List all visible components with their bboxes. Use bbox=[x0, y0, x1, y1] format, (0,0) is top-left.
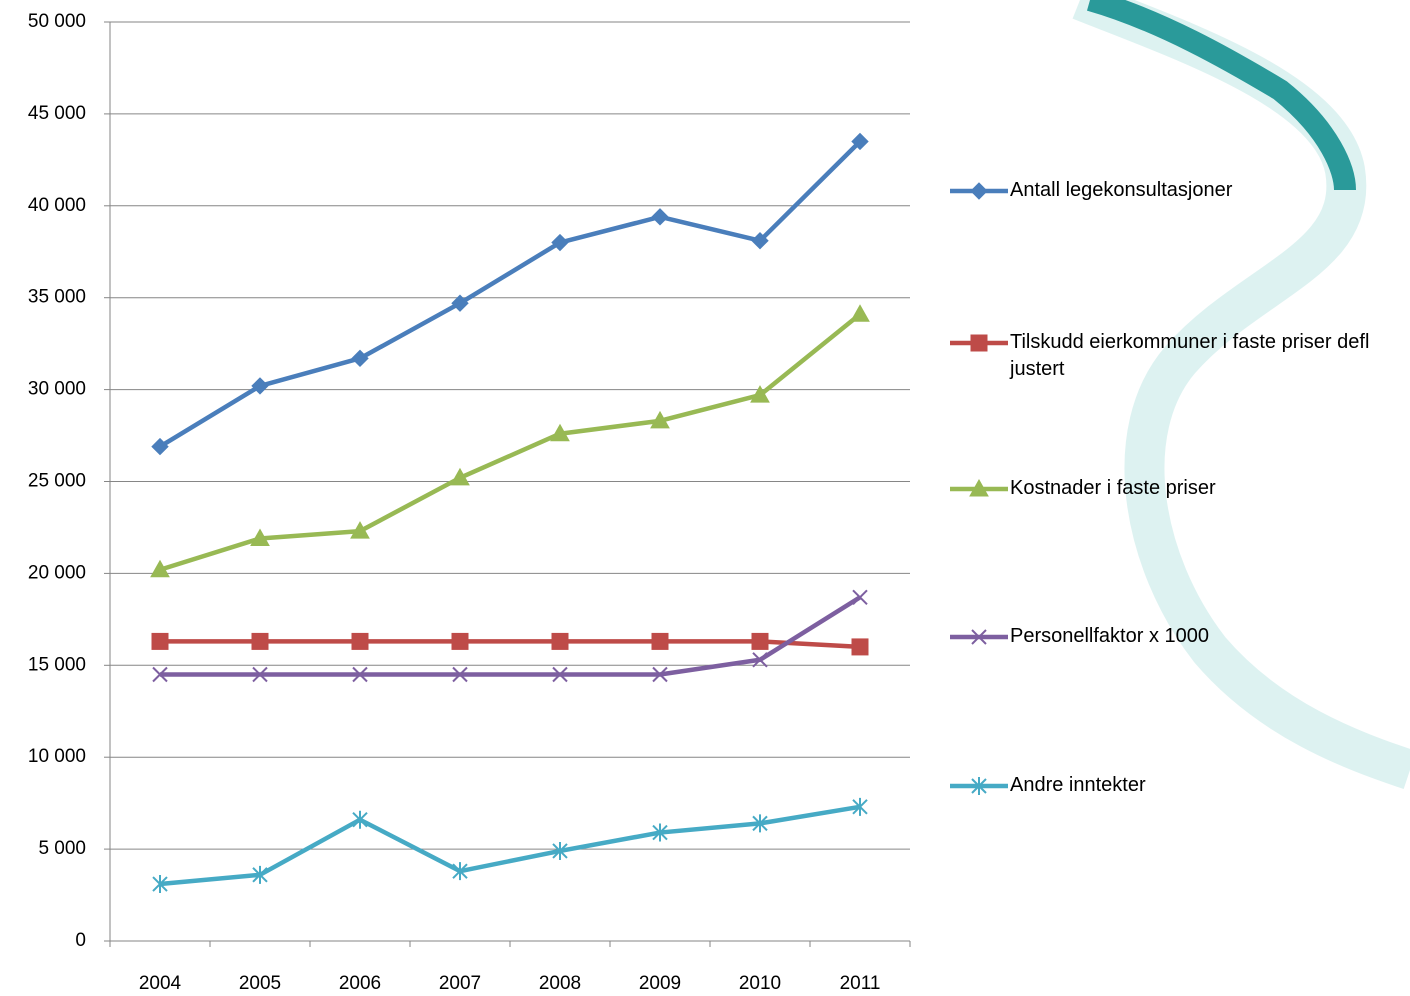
y-tick-label: 0 bbox=[75, 930, 86, 951]
legend-marker bbox=[970, 334, 988, 352]
data-point bbox=[351, 349, 369, 368]
data-point bbox=[451, 294, 469, 312]
data-point bbox=[251, 377, 269, 395]
legend-label: Tilskudd eierkommuner i faste priser def… bbox=[1010, 331, 1370, 380]
data-point bbox=[851, 132, 869, 151]
data-point bbox=[151, 632, 169, 650]
legend-label: Personellfaktor x 1000 bbox=[1010, 625, 1210, 647]
x-tick-label: 2007 bbox=[439, 973, 481, 994]
y-tick-label: 40 000 bbox=[28, 195, 86, 216]
data-point bbox=[151, 437, 169, 456]
data-point bbox=[650, 410, 670, 429]
data-point bbox=[551, 233, 569, 252]
data-point bbox=[752, 652, 768, 668]
x-tick-label: 2011 bbox=[840, 973, 881, 994]
y-tick-label: 15 000 bbox=[28, 654, 86, 675]
legend-label: Kostnader i faste priser bbox=[1010, 477, 1216, 499]
data-point bbox=[852, 589, 868, 606]
background-swirl bbox=[1086, 0, 1356, 191]
data-point bbox=[450, 467, 470, 486]
y-tick-label: 30 000 bbox=[28, 379, 86, 400]
y-tick-label: 50 000 bbox=[28, 11, 86, 32]
data-point bbox=[652, 666, 668, 683]
data-point bbox=[452, 666, 468, 683]
data-point bbox=[752, 814, 768, 833]
series-line bbox=[160, 639, 861, 650]
y-tick-label: 20 000 bbox=[28, 562, 86, 583]
series-line bbox=[160, 595, 862, 677]
legend-marker bbox=[970, 182, 988, 200]
data-point bbox=[552, 841, 568, 860]
x-tick-label: 2006 bbox=[339, 973, 381, 994]
data-point bbox=[452, 862, 468, 881]
y-tick-label: 35 000 bbox=[28, 287, 86, 308]
data-point bbox=[551, 632, 569, 650]
data-point bbox=[152, 666, 168, 683]
data-point bbox=[352, 666, 368, 683]
data-point bbox=[251, 632, 269, 650]
data-point bbox=[751, 232, 769, 250]
data-point bbox=[851, 638, 869, 656]
background-swirl bbox=[1072, 0, 1410, 789]
data-point bbox=[451, 632, 469, 650]
data-point bbox=[550, 423, 570, 442]
x-tick-label: 2004 bbox=[139, 973, 182, 994]
data-point bbox=[552, 666, 568, 683]
legend-label: Antall legekonsultasjoner bbox=[1010, 179, 1233, 201]
legend-marker bbox=[971, 777, 987, 795]
data-point bbox=[651, 632, 669, 650]
series-line bbox=[158, 139, 862, 449]
series-line bbox=[159, 804, 861, 887]
data-point bbox=[850, 304, 870, 322]
data-point bbox=[150, 559, 170, 578]
y-tick-label: 5 000 bbox=[38, 838, 86, 859]
legend-label: Andre inntekter bbox=[1010, 774, 1146, 796]
y-tick-label: 25 000 bbox=[28, 471, 86, 492]
data-point bbox=[751, 632, 769, 650]
x-tick-label: 2009 bbox=[639, 973, 681, 994]
x-tick-label: 2005 bbox=[239, 973, 281, 994]
data-point bbox=[651, 208, 669, 226]
x-tick-label: 2008 bbox=[539, 973, 581, 994]
x-tick-label: 2010 bbox=[739, 973, 781, 994]
legend-marker bbox=[969, 478, 989, 497]
y-tick-label: 10 000 bbox=[28, 746, 86, 767]
data-point bbox=[750, 385, 770, 403]
data-point bbox=[152, 875, 168, 894]
y-tick-label: 45 000 bbox=[28, 103, 86, 124]
data-point bbox=[252, 666, 268, 683]
data-point bbox=[852, 797, 868, 816]
data-point bbox=[250, 528, 270, 546]
data-point bbox=[352, 810, 368, 829]
data-point bbox=[252, 865, 268, 884]
data-point bbox=[652, 823, 668, 842]
series-line bbox=[159, 312, 862, 572]
legend-marker bbox=[971, 629, 987, 645]
data-point bbox=[350, 521, 370, 539]
data-point bbox=[351, 632, 369, 650]
